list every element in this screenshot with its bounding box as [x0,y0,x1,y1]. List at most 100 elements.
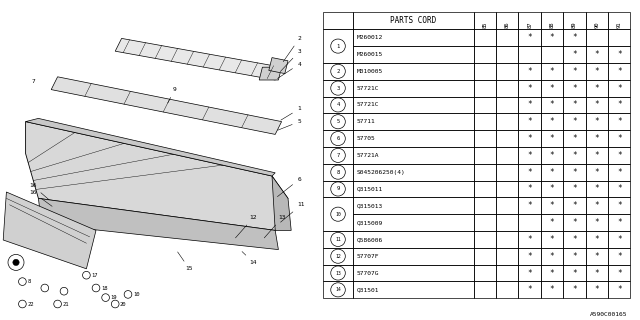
Bar [353,63,474,80]
Bar [518,12,541,29]
Bar [586,281,608,298]
Text: *: * [550,168,554,177]
Text: 16: 16 [29,189,52,206]
Text: 13: 13 [264,215,286,238]
Bar [518,164,541,180]
Text: 17: 17 [92,273,98,278]
Bar [474,265,496,281]
Bar [608,130,630,147]
Bar [518,265,541,281]
Text: *: * [572,218,577,227]
Text: *: * [527,268,532,277]
Bar [474,113,496,130]
Bar [353,80,474,97]
Bar [586,197,608,214]
Text: *: * [527,168,532,177]
Bar [608,164,630,180]
Bar [323,113,353,130]
Text: *: * [595,184,599,194]
Text: 57707F: 57707F [356,254,379,259]
Bar [563,12,586,29]
Text: *: * [527,84,532,92]
Text: *: * [617,117,621,126]
Text: *: * [550,134,554,143]
Polygon shape [51,77,282,134]
Text: *: * [572,84,577,92]
Text: 57721C: 57721C [356,102,379,108]
Bar [586,130,608,147]
Text: 3: 3 [337,86,340,91]
Text: *: * [572,285,577,294]
Text: M260015: M260015 [356,52,383,57]
Bar [474,231,496,248]
Text: *: * [595,252,599,261]
Bar [323,231,353,248]
Text: *: * [595,285,599,294]
Text: 21: 21 [63,301,69,307]
Bar [518,46,541,63]
Bar [541,97,563,113]
Bar [496,164,518,180]
Bar [353,97,474,113]
Bar [518,63,541,80]
Text: *: * [595,100,599,109]
Text: 18: 18 [101,285,108,291]
Text: PARTS CORD: PARTS CORD [390,16,436,25]
Text: *: * [595,134,599,143]
Text: *: * [550,252,554,261]
Text: *: * [617,268,621,277]
Bar [496,113,518,130]
Polygon shape [26,118,275,176]
Bar [474,180,496,197]
Text: 11: 11 [280,202,305,222]
Text: 10: 10 [335,212,341,217]
Text: 57721A: 57721A [356,153,379,158]
Polygon shape [38,198,278,250]
Bar [563,197,586,214]
Text: *: * [617,235,621,244]
Bar [518,248,541,265]
Text: 1: 1 [281,106,301,120]
Bar [541,80,563,97]
Text: *: * [617,168,621,177]
Text: 10: 10 [133,292,140,297]
Text: *: * [550,100,554,109]
Text: *: * [617,252,621,261]
Bar [563,29,586,46]
Polygon shape [26,122,288,230]
Bar [496,281,518,298]
Text: *: * [572,117,577,126]
Bar [608,180,630,197]
Text: *: * [527,67,532,76]
Bar [323,281,353,298]
Bar [496,80,518,97]
Bar [518,29,541,46]
Bar [323,197,353,231]
Text: *: * [595,67,599,76]
Bar [323,12,353,29]
Text: 16: 16 [29,183,49,200]
Bar [586,97,608,113]
Text: 8: 8 [337,170,340,175]
Bar [353,12,474,29]
Bar [323,265,353,281]
Bar [353,164,474,180]
Bar [518,113,541,130]
Text: 3: 3 [280,49,301,72]
Bar [541,265,563,281]
Bar [541,197,563,214]
Bar [608,197,630,214]
Bar [353,130,474,147]
Bar [563,147,586,164]
Bar [563,180,586,197]
Bar [563,164,586,180]
Text: *: * [550,117,554,126]
Bar [586,214,608,231]
Bar [474,97,496,113]
Bar [323,147,353,164]
Bar [496,12,518,29]
Bar [474,147,496,164]
Text: 86: 86 [505,21,510,28]
Bar [353,197,474,214]
Bar [353,281,474,298]
